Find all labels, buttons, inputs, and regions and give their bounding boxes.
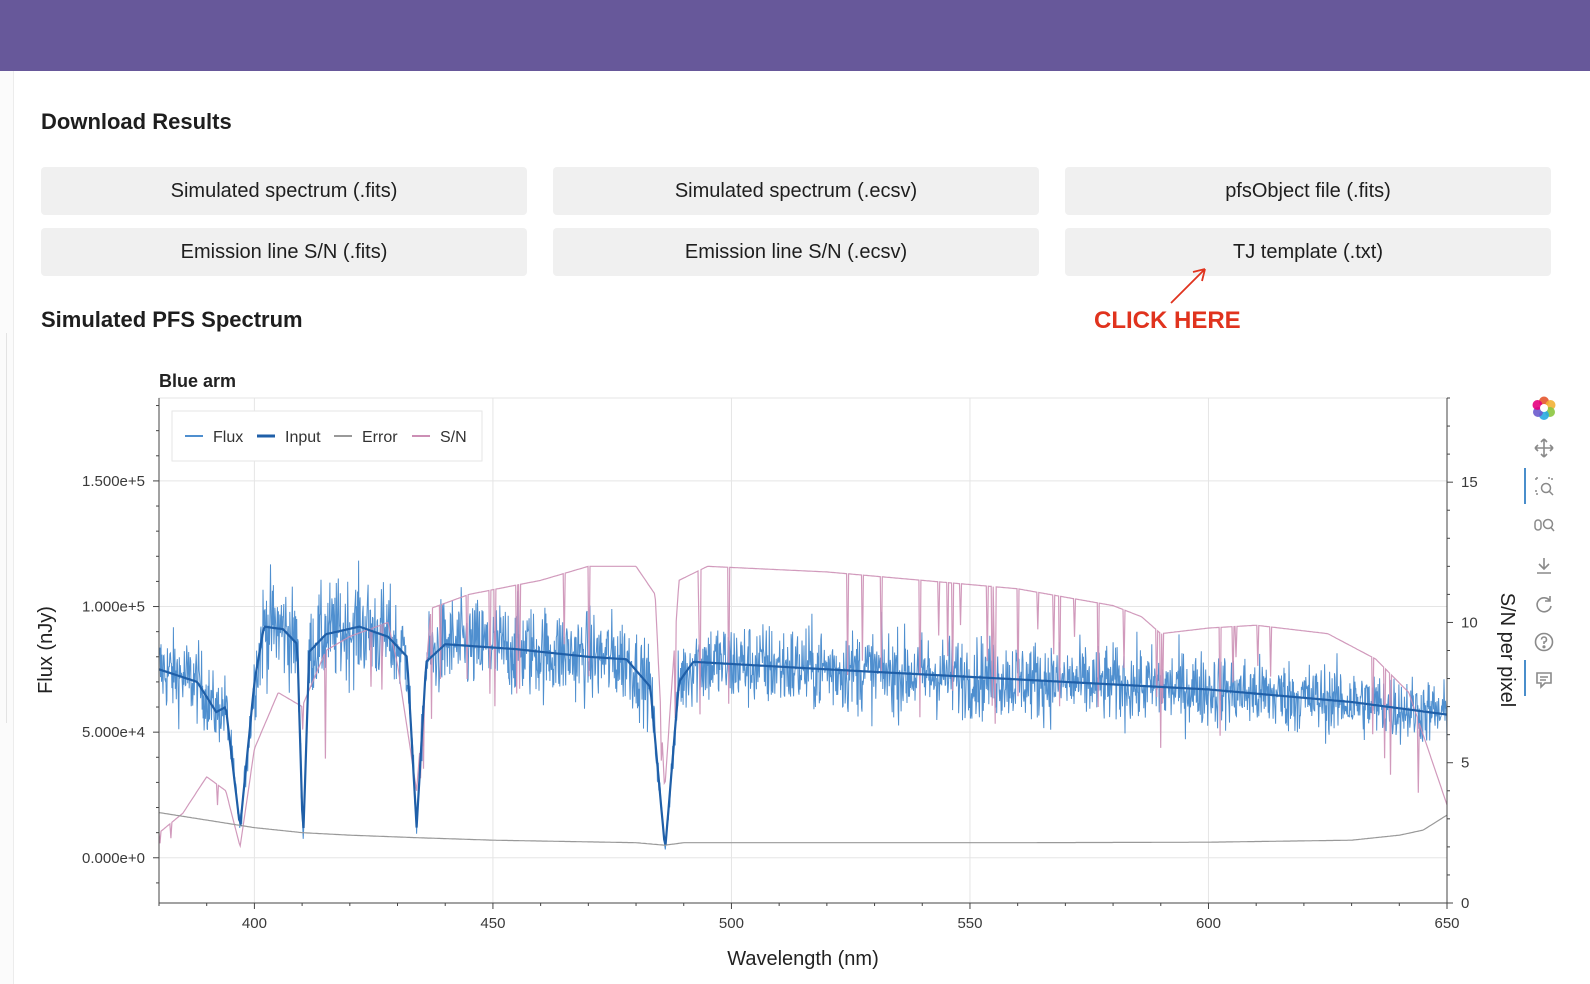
- series-line-flux: [158, 560, 1448, 850]
- pan-icon[interactable]: [1530, 434, 1558, 462]
- y-tick-label: 5.000e+4: [82, 724, 145, 741]
- download-emission-sn-ecsv-button[interactable]: Emission line S/N (.ecsv): [553, 228, 1039, 276]
- y-tick-label: 0.000e+0: [82, 850, 145, 867]
- y2-tick-label: 10: [1461, 614, 1478, 631]
- x-tick-label: 400: [242, 915, 267, 932]
- series-line-sn: [158, 565, 1448, 849]
- x-tick-label: 450: [480, 915, 505, 932]
- wheel-zoom-icon[interactable]: [1530, 512, 1558, 540]
- grid: [158, 397, 1448, 904]
- y-tick-label: 1.500e+5: [82, 473, 145, 490]
- top-header-bar: [0, 0, 1590, 71]
- click-here-arrow: [1170, 268, 1206, 304]
- download-spectrum-fits-button[interactable]: Simulated spectrum (.fits): [41, 167, 527, 215]
- y2-tick-label: 0: [1461, 895, 1469, 912]
- hover-icon[interactable]: [1530, 666, 1558, 694]
- legend-item: S/N: [412, 429, 467, 446]
- legend-item: Flux: [185, 429, 243, 446]
- hover-active-indicator: [1524, 660, 1526, 696]
- plot-title: Blue arm: [159, 371, 236, 391]
- axes: 400 450 500 550 600 650 0.000e+0 5.000e+4 1.000e…: [82, 397, 1478, 932]
- x-tick-label: 550: [957, 915, 982, 932]
- legend[interactable]: Flux Input Error S/N: [171, 410, 483, 462]
- x-tick-label: 650: [1434, 915, 1459, 932]
- y-tick-label: 1.000e+5: [82, 599, 145, 616]
- box-zoom-icon[interactable]: [1530, 472, 1558, 500]
- x-tick-label: 600: [1196, 915, 1221, 932]
- series-line-error: [158, 812, 1448, 846]
- plot-toolbar: [1524, 394, 1564, 704]
- click-here-annotation: CLICK HERE: [1094, 307, 1241, 334]
- legend-label: Flux: [213, 429, 243, 446]
- download-pfsobject-fits-button[interactable]: pfsObject file (.fits): [1065, 167, 1551, 215]
- y2-axis-label: S/N per pixel: [1496, 593, 1518, 708]
- simulated-spectrum-heading: Simulated PFS Spectrum: [41, 307, 303, 332]
- legend-label: S/N: [440, 429, 467, 446]
- download-tj-template-button[interactable]: TJ template (.txt): [1065, 228, 1551, 276]
- bokeh-logo-icon[interactable]: [1530, 394, 1558, 422]
- series-line-input: [158, 625, 1448, 845]
- download-results-heading: Download Results: [41, 109, 232, 134]
- download-emission-sn-fits-button[interactable]: Emission line S/N (.fits): [41, 228, 527, 276]
- box-zoom-active-indicator: [1524, 468, 1526, 504]
- x-axis-label: Wavelength (nm): [727, 948, 879, 970]
- legend-label: Error: [362, 429, 398, 446]
- save-icon[interactable]: [1530, 552, 1558, 580]
- plot-area: [158, 397, 1448, 904]
- y2-tick-label: 5: [1461, 755, 1469, 772]
- help-icon[interactable]: [1530, 628, 1558, 656]
- legend-item: Error: [334, 429, 398, 446]
- sidebar-edge: [0, 71, 14, 984]
- y2-tick-label: 15: [1461, 474, 1478, 491]
- x-tick-label: 500: [719, 915, 744, 932]
- plot-lines: [158, 560, 1448, 850]
- legend-label: Input: [285, 429, 321, 446]
- sidebar-handle: [0, 333, 7, 723]
- legend-item: Input: [257, 429, 321, 446]
- y-axis-label: Flux (nJy): [35, 606, 57, 694]
- reset-icon[interactable]: [1530, 590, 1558, 618]
- download-spectrum-ecsv-button[interactable]: Simulated spectrum (.ecsv): [553, 167, 1039, 215]
